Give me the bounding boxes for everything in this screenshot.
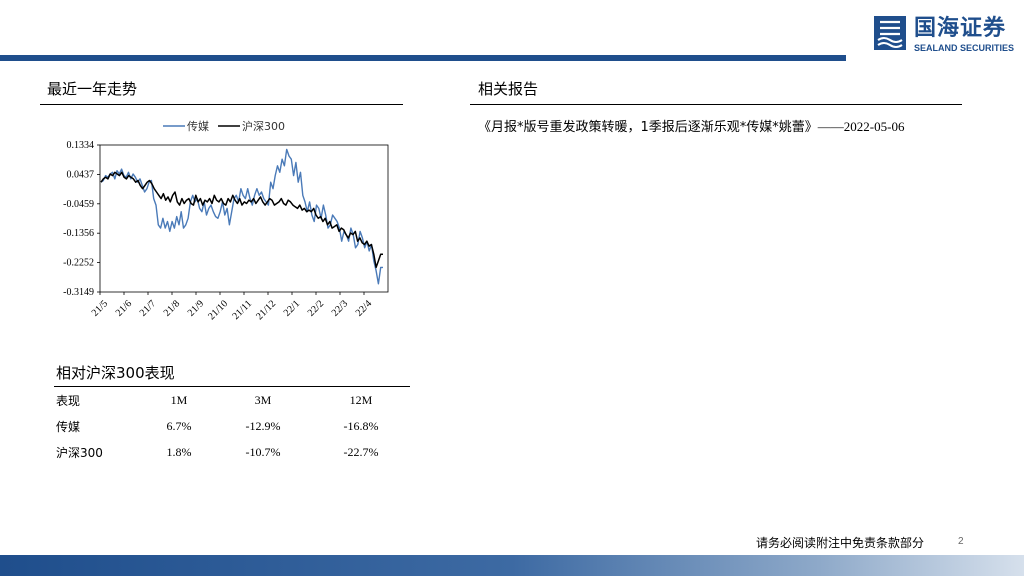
y-tick-label: -0.1356: [63, 228, 94, 239]
table-cell: 传媒: [56, 419, 81, 434]
x-tick-label: 22/2: [306, 298, 326, 318]
report-title[interactable]: 《月报*版号重发政策转暖，1季报后逐渐乐观*传媒*姚蕾》: [478, 120, 818, 135]
reports-section-title: 相关报告: [478, 80, 539, 98]
table-header-cell: 1M: [170, 392, 188, 407]
x-tick-label: 21/10: [206, 298, 230, 322]
trend-line-chart: 0.1334 0.0437 -0.0459 -0.1356 -0.2252 -0.3149…: [63, 119, 389, 322]
table-header-cell: 表现: [56, 393, 81, 408]
trend-section-title: 最近一年走势: [47, 80, 138, 98]
legend-label: 沪深300: [242, 119, 285, 133]
brand-name-en: SEALAND SECURITIES: [914, 43, 1015, 53]
table-cell: -12.9%: [245, 418, 281, 433]
table-row: 沪深300 1.8% -10.7% -22.7%: [56, 439, 410, 465]
x-tick-label: 22/4: [354, 298, 374, 318]
series-line-media: [100, 148, 383, 285]
x-tick-label: 21/11: [230, 298, 254, 322]
table-cell: -10.7%: [245, 444, 281, 459]
brand-logo: 国海证券 SEALAND SECURITIES: [874, 16, 1019, 56]
table-row: 传媒 6.7% -12.9% -16.8%: [56, 413, 410, 439]
perf-table-title: 相对沪深300表现: [56, 364, 175, 382]
y-tick-label: 0.1334: [67, 140, 95, 151]
perf-title-rule: [54, 386, 410, 387]
table-cell: 沪深300: [56, 445, 103, 460]
page-number: 2: [958, 536, 964, 547]
x-tick-label: 21/8: [162, 298, 182, 318]
table-header-cell: 3M: [254, 392, 272, 407]
footer-bar: [0, 555, 1024, 576]
series-line-hs300: [100, 171, 383, 269]
x-tick-label: 21/7: [138, 298, 158, 318]
x-tick-label: 21/5: [90, 298, 110, 318]
x-tick-label: 21/12: [254, 298, 278, 322]
x-tick-label: 22/3: [330, 298, 350, 318]
header-bar: [0, 55, 846, 61]
perf-table: 表现 1M 3M 12M 传媒 6.7% -12.9% -16.8% 沪深300…: [56, 387, 410, 465]
table-cell: -22.7%: [343, 444, 379, 459]
legend-label: 传媒: [187, 120, 209, 133]
table-cell: -16.8%: [343, 418, 379, 433]
x-tick-label: 22/1: [282, 298, 302, 318]
table-cell: 6.7%: [166, 418, 192, 433]
plot-frame: [99, 144, 389, 293]
y-tick-label: -0.3149: [63, 287, 94, 298]
disclaimer-note: 请务必阅读附注中免责条款部分: [756, 536, 925, 550]
table-cell: 1.8%: [166, 444, 192, 459]
y-tick-label: -0.2252: [63, 258, 94, 269]
sealand-logo-icon: [874, 16, 906, 50]
trend-title-rule: [40, 104, 403, 105]
table-header-row: 表现 1M 3M 12M: [56, 387, 410, 413]
x-tick-label: 21/6: [114, 298, 134, 318]
report-separator: ——: [817, 119, 844, 134]
report-link[interactable]: 《月报*版号重发政策转暖，1季报后逐渐乐观*传媒*姚蕾》——2022-05-06: [478, 116, 904, 135]
table-header-cell: 12M: [349, 392, 373, 407]
y-tick-label: 0.0437: [67, 169, 95, 180]
report-date: 2022-05-06: [843, 119, 905, 134]
y-tick-label: -0.0459: [63, 199, 94, 210]
brand-name-cn: 国海证券: [914, 16, 1007, 41]
reports-title-rule: [470, 104, 962, 105]
x-tick-label: 21/9: [186, 298, 206, 318]
